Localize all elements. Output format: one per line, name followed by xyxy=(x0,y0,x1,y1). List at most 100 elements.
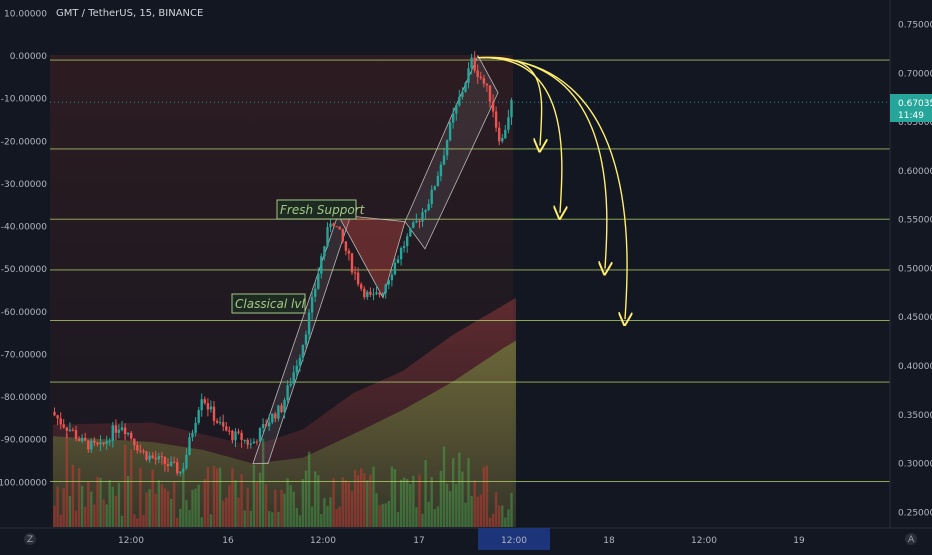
candle-body-92 xyxy=(335,226,338,228)
candle-body-114 xyxy=(402,245,406,248)
volume-bar-102 xyxy=(366,480,369,527)
right-axis-tick-5: 0.50000 xyxy=(898,264,932,274)
candle-body-138 xyxy=(476,70,479,77)
candle-body-149 xyxy=(510,99,513,118)
volume-bar-114 xyxy=(402,477,406,527)
candle-body-39 xyxy=(172,461,176,463)
volume-bar-134 xyxy=(464,502,467,527)
projection-arrows xyxy=(477,56,627,319)
candle-body-5 xyxy=(68,429,72,431)
volume-bar-50 xyxy=(206,466,210,527)
candle-body-77 xyxy=(289,383,292,386)
volume-bar-117 xyxy=(412,475,415,527)
volume-bar-9 xyxy=(80,485,84,527)
left-axis-tick-11: -100.00000 xyxy=(0,478,47,488)
candle-body-113 xyxy=(399,248,403,260)
volume-bar-18 xyxy=(108,480,111,527)
candle-body-51 xyxy=(209,406,213,410)
candle-body-84 xyxy=(310,296,314,313)
projection-arrow-2 xyxy=(477,56,562,213)
volume-bar-103 xyxy=(369,474,372,527)
candle-body-87 xyxy=(320,256,323,274)
volume-bar-6 xyxy=(71,464,75,527)
volume-bar-53 xyxy=(215,468,219,527)
candle-body-134 xyxy=(464,82,467,92)
timezone-icon[interactable]: Z xyxy=(24,533,36,545)
candle-body-43 xyxy=(185,454,188,469)
volume-bar-112 xyxy=(396,512,400,527)
volume-bar-41 xyxy=(179,508,182,527)
volume-bar-8 xyxy=(77,468,81,527)
volume-bar-67 xyxy=(258,472,262,527)
candle-body-117 xyxy=(412,222,415,228)
volume-bar-121 xyxy=(424,460,427,527)
candle-body-133 xyxy=(461,91,464,97)
volume-bar-85 xyxy=(314,471,317,527)
candle-body-127 xyxy=(442,155,446,165)
candle-body-62 xyxy=(243,439,246,441)
candle-body-79 xyxy=(295,365,298,373)
candle-body-24 xyxy=(126,432,130,435)
volume-bar-17 xyxy=(105,504,108,527)
candle-body-50 xyxy=(206,403,210,410)
time-axis-tick-2: 12:00 xyxy=(310,536,336,546)
volume-bar-43 xyxy=(185,500,188,527)
volume-bar-61 xyxy=(240,474,243,527)
candle-body-146 xyxy=(501,138,504,142)
volume-bar-47 xyxy=(197,484,200,527)
candle-body-34 xyxy=(157,456,160,460)
candle-body-83 xyxy=(307,312,311,335)
candle-body-70 xyxy=(268,422,271,427)
candle-body-105 xyxy=(375,292,378,295)
volume-bar-129 xyxy=(448,491,452,527)
volume-bar-39 xyxy=(172,481,176,527)
candle-body-12 xyxy=(90,440,93,450)
volume-bar-142 xyxy=(488,517,492,527)
volume-bar-44 xyxy=(188,510,191,527)
candles xyxy=(53,51,513,477)
candle-body-137 xyxy=(473,57,476,71)
left-axis-tick-9: -80.00000 xyxy=(1,393,47,403)
volume-bar-82 xyxy=(304,470,308,527)
time-axis-panel[interactable] xyxy=(0,528,932,550)
candle-body-45 xyxy=(191,433,194,438)
candle-body-143 xyxy=(491,101,495,112)
candle-body-125 xyxy=(436,176,440,187)
volume-bar-139 xyxy=(479,494,482,527)
volume-bar-14 xyxy=(96,476,99,527)
right-axis-panel[interactable] xyxy=(890,0,932,528)
volume-bar-65 xyxy=(252,464,256,527)
candle-body-101 xyxy=(363,288,366,298)
volume-bar-106 xyxy=(378,505,381,527)
time-axis-tick-0: 12:00 xyxy=(118,536,144,546)
annotation-classical-lvl[interactable]: Classical lvl xyxy=(231,293,306,314)
auto-scale-icon[interactable]: A xyxy=(905,533,917,545)
volume-bar-15 xyxy=(99,477,102,527)
candle-body-81 xyxy=(301,344,305,358)
annotation-fresh-support[interactable]: Fresh Support xyxy=(276,199,366,220)
timezone-icon-glyph: Z xyxy=(27,535,33,545)
volume-bar-74 xyxy=(280,490,283,527)
candle-body-25 xyxy=(130,432,133,439)
candle-body-67 xyxy=(258,428,262,442)
volume-bar-104 xyxy=(372,466,375,527)
volume-bar-109 xyxy=(387,501,390,527)
candle-body-52 xyxy=(212,406,216,421)
candle-body-71 xyxy=(271,413,274,423)
volume-bar-115 xyxy=(406,479,409,527)
volume-bar-48 xyxy=(200,517,203,527)
volume-bar-148 xyxy=(507,509,510,527)
volume-bar-7 xyxy=(74,510,78,527)
volume-bar-110 xyxy=(390,466,394,527)
candle-body-10 xyxy=(84,437,87,441)
annotation-classical-lvl-text: Classical lvl xyxy=(235,297,305,311)
volume-bar-16 xyxy=(102,499,105,527)
candle-body-141 xyxy=(485,83,489,86)
left-axis-tick-8: -70.00000 xyxy=(1,350,47,360)
candle-body-124 xyxy=(433,186,436,190)
current-price-badge: 0.67035 11:49 xyxy=(890,94,932,122)
candle-body-96 xyxy=(347,250,351,254)
indicator-bands xyxy=(53,297,516,527)
